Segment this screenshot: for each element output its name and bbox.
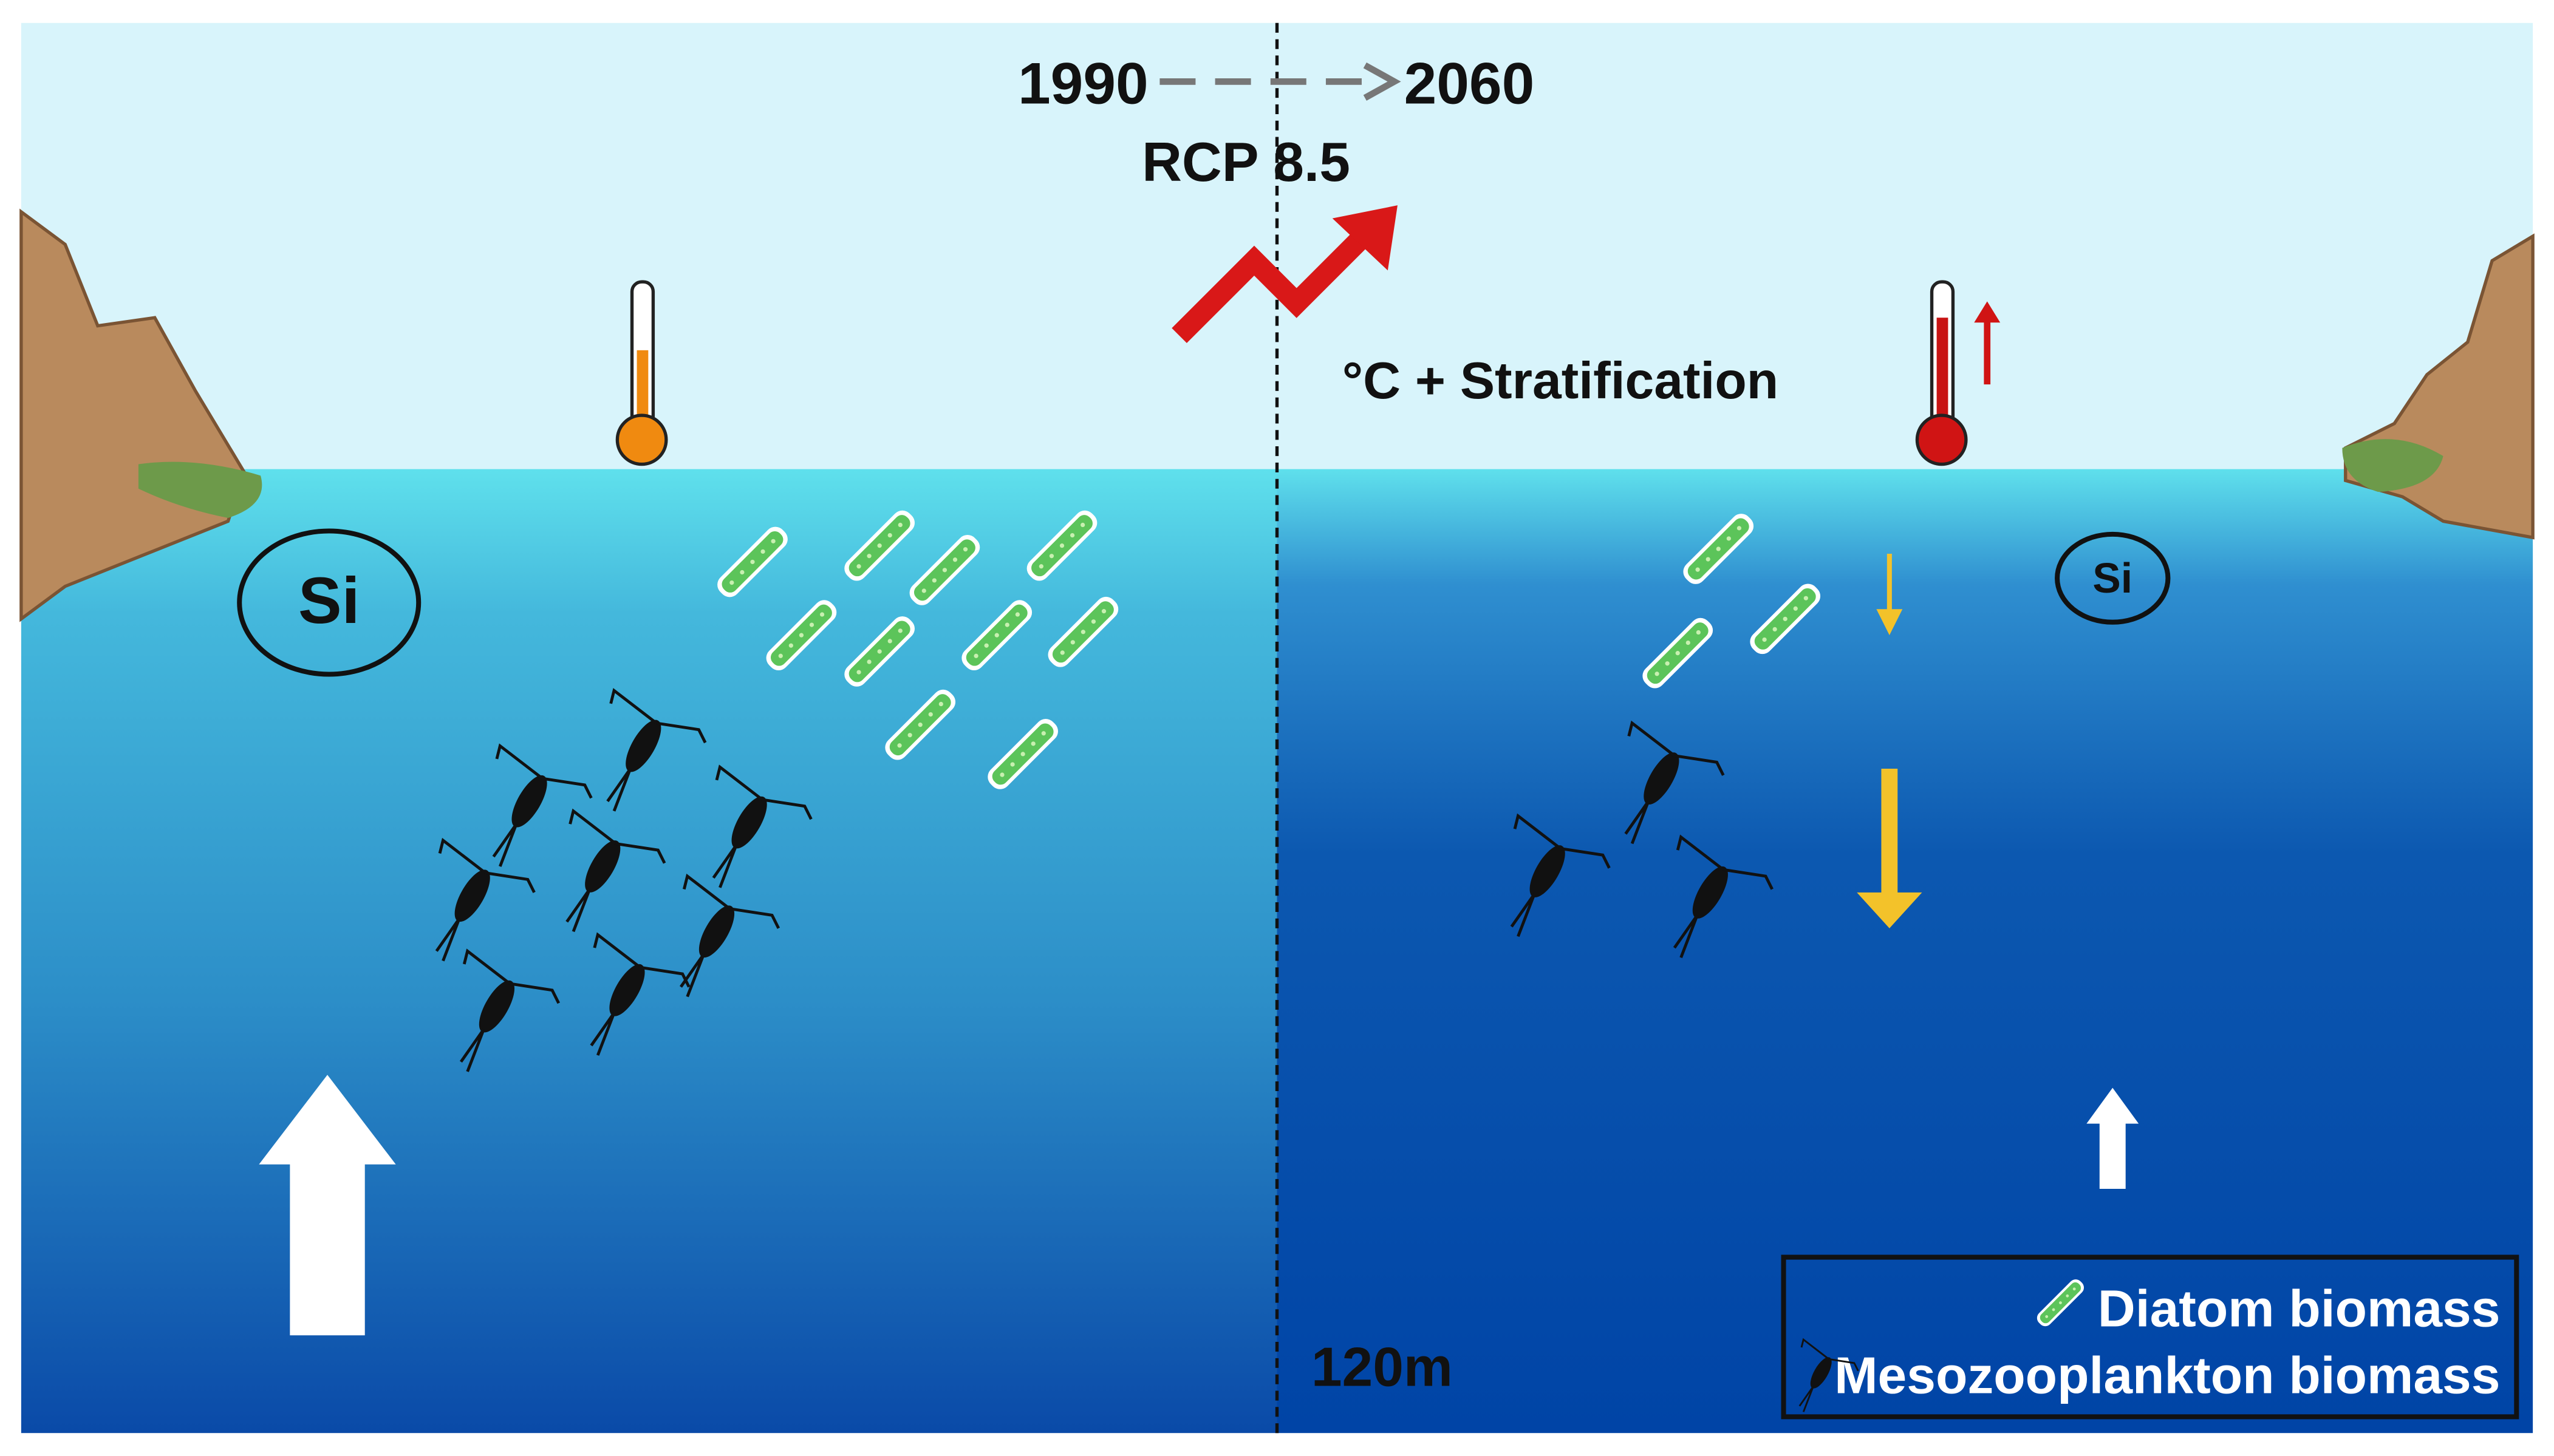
diatom <box>844 510 915 581</box>
start-year: 1990 <box>1018 52 1149 117</box>
diatom <box>885 689 956 760</box>
diatom <box>1683 514 1754 584</box>
diatom <box>844 616 915 687</box>
copepod <box>492 743 593 867</box>
copepod <box>1673 834 1774 958</box>
vegetation <box>138 461 262 519</box>
vegetation <box>2342 439 2443 492</box>
diatom <box>1642 617 1713 689</box>
diatom <box>1048 596 1119 667</box>
thermometer-2060 <box>1915 280 2001 466</box>
copepod <box>1798 1338 1859 1412</box>
copepod <box>712 764 813 888</box>
end-year: 2060 <box>1404 52 1535 117</box>
si-label: Si <box>2092 554 2132 602</box>
copepod <box>459 948 561 1072</box>
copepod <box>1624 720 1725 845</box>
diatom <box>2037 1279 2084 1327</box>
water-2060 <box>1277 469 2533 1434</box>
diatom <box>717 526 788 597</box>
copepod <box>590 932 691 1056</box>
thermometer-1990 <box>615 280 668 466</box>
diatom <box>1750 583 1821 655</box>
diatom <box>961 600 1033 670</box>
trend-arrow <box>1172 227 1373 344</box>
timeline-arrowhead <box>1363 62 1401 101</box>
copepod <box>435 837 536 962</box>
water-1990 <box>21 469 1277 1434</box>
si-ellipse <box>2055 531 2171 625</box>
copepod <box>679 873 780 998</box>
trend-arrowhead <box>1332 205 1398 271</box>
diatom <box>1026 510 1098 581</box>
scenario: RCP 8.5 <box>1142 131 1350 193</box>
legend-label: Mesozooplankton biomass <box>1834 1346 2500 1404</box>
legend-label: Diatom biomass <box>2098 1279 2501 1338</box>
change-label: °C + Stratification <box>1342 352 1778 410</box>
si-ellipse <box>237 528 422 677</box>
upwelling-arrow <box>259 1075 396 1336</box>
legend-box <box>1781 1254 2519 1420</box>
diatom <box>909 535 980 605</box>
downward-arrow <box>1857 554 1922 928</box>
copepod <box>606 688 707 812</box>
upwelling-arrow <box>2086 1087 2139 1189</box>
si-label: Si <box>298 564 360 637</box>
copepod <box>1510 813 1611 937</box>
diatom <box>766 600 837 670</box>
copepod <box>565 808 666 933</box>
depth-label: 120m <box>1311 1336 1453 1398</box>
diatom <box>988 719 1059 789</box>
